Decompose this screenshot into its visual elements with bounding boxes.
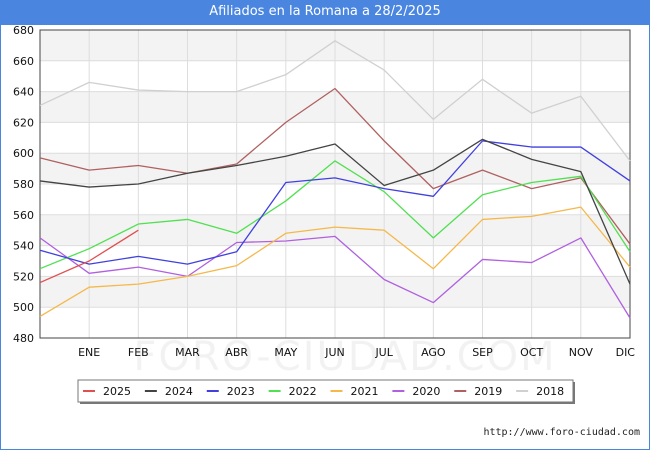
watermark-text: FORO-CIUDAD.COM [133,334,556,380]
x-axis-ticks: ENE FEB MAR ABR MAY JUN JUL AGO SEP OCT NOV DIC [78,346,635,359]
legend-box [77,379,574,403]
x-tick-label: JUL [374,346,393,359]
y-tick-label: 680 [13,24,34,37]
x-tick-label: DIC [616,346,636,359]
plot-border [39,29,631,339]
series-line-2018 [39,40,631,162]
y-tick-label: 560 [13,209,34,222]
x-tick-label: JUN [324,346,345,359]
legend-label-2021: 2021 [351,385,379,398]
legend: 2025 2024 2023 2022 2021 2020 2019 2018 [77,379,575,404]
legend-label-2025: 2025 [103,385,131,398]
y-tick-label: 480 [13,332,34,345]
y-tick-label: 600 [13,147,34,160]
legend-label-2018: 2018 [536,385,564,398]
x-tick-label: FEB [128,346,149,359]
series-line-2022 [39,160,631,270]
series-line-2021 [39,206,631,317]
x-tick-label: ENE [78,346,100,359]
x-tick-label: ABR [225,346,248,359]
x-tick-label: SEP [472,346,493,359]
y-tick-label: 580 [13,178,34,191]
x-tick-label: OCT [520,346,543,359]
grid-lines [39,29,631,339]
series-line-2023 [39,140,631,265]
legend-label-2024: 2024 [165,385,193,398]
legend-label-2019: 2019 [474,385,502,398]
y-axis-ticks: 480 500 520 540 560 580 600 620 640 660 680 [13,24,34,345]
y-tick-label: 620 [13,116,34,129]
watermark: FORO-CIUDAD.COM [133,334,556,380]
y-tick-label: 500 [13,301,34,314]
series-line-2025 [39,229,139,284]
legend-label-2023: 2023 [227,385,255,398]
series-lines [39,40,631,319]
y-tick-label: 660 [13,55,34,68]
series-line-2020 [39,235,631,319]
legend-label-2020: 2020 [412,385,440,398]
chart-title: Afiliados en la Romana a 28/2/2025 [0,0,650,24]
y-tick-label: 520 [13,270,34,283]
y-tick-label: 640 [13,86,34,99]
x-tick-label: MAR [175,346,200,359]
y-tick-label: 540 [13,240,34,253]
source-link[interactable]: http://www.foro-ciudad.com [483,427,640,438]
x-tick-label: NOV [569,346,594,359]
series-line-2024 [39,138,631,285]
series-line-2019 [39,87,631,245]
x-tick-label: AGO [421,346,446,359]
x-tick-label: MAY [274,346,297,359]
legend-label-2022: 2022 [289,385,317,398]
